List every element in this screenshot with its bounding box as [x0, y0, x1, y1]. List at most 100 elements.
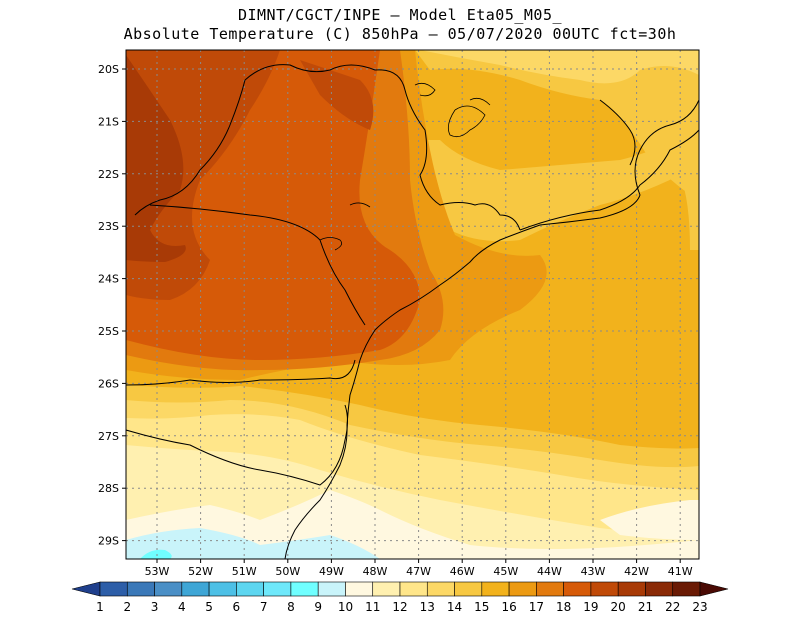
colorbar-label: 22: [665, 600, 680, 614]
colorbar-segment: [508, 581, 537, 597]
state-border-pr-sc: [125, 359, 356, 386]
colorbar-segment: [563, 581, 592, 597]
lat-label: 22S: [98, 168, 119, 181]
state-border-mg-sp: [244, 64, 521, 231]
latitude-labels: 20S 21S 22S 23S 24S 25S 26S 27S 28S 29S: [98, 63, 126, 548]
colorbar-segment: [317, 581, 346, 597]
colorbar-label: 3: [151, 600, 159, 614]
lon-label: 44W: [537, 565, 562, 578]
map-title-line2: Absolute Temperature (C) 850hPa – 05/07/…: [123, 25, 677, 43]
colorbar-label: 8: [287, 600, 295, 614]
reservoir-grande: [414, 82, 436, 97]
colorbar-label: 2: [123, 600, 131, 614]
colorbar-segment: [99, 581, 128, 597]
colorbar-label: 21: [638, 600, 653, 614]
reservoir-parana: [349, 202, 371, 208]
colorbar-label: 13: [420, 600, 435, 614]
state-border-mg-es: [599, 99, 636, 166]
lon-label: 47W: [406, 565, 431, 578]
lon-label: 48W: [363, 565, 388, 578]
colorbar-segment: [290, 581, 319, 597]
lat-label: 20S: [98, 63, 119, 76]
colorbar-label: 14: [447, 600, 462, 614]
lon-label: 49W: [319, 565, 344, 578]
field-band-14-north: [420, 50, 699, 84]
colorbar-label: 1: [96, 600, 104, 614]
lon-label: 53W: [145, 565, 170, 578]
reservoir-furnas: [447, 97, 491, 138]
field-band-10-south: [126, 528, 380, 559]
state-border-pr-sp: [149, 204, 366, 326]
map-title-line1: DIMNT/CGCT/INPE – Model Eta05_M05_: [237, 6, 563, 24]
lat-label: 27S: [98, 430, 119, 443]
lon-label: 51W: [232, 565, 257, 578]
coastline: [284, 99, 700, 560]
colorbar-segment: [672, 581, 701, 597]
colorbar-label: 16: [501, 600, 516, 614]
map-frame: [125, 49, 700, 560]
lon-label: 52W: [188, 565, 213, 578]
colorbar-label: 11: [365, 600, 380, 614]
colorbar-label: 9: [314, 600, 322, 614]
field-band-15-coast: [425, 130, 699, 250]
temperature-field: [126, 50, 699, 559]
lat-label: 23S: [98, 220, 119, 233]
colorbar-label: 15: [474, 600, 489, 614]
lon-label: 46W: [450, 565, 475, 578]
colorbar-label: 5: [205, 600, 213, 614]
colorbar-segment: [181, 581, 210, 597]
lon-label: 50W: [275, 565, 300, 578]
lat-label: 26S: [98, 377, 119, 390]
colorbar-segment: [154, 581, 183, 597]
field-band-11-east: [600, 500, 699, 540]
colorbar-segment: [263, 581, 292, 597]
lon-label: 43W: [581, 565, 606, 578]
lon-label: 42W: [624, 565, 649, 578]
colorbar-min-arrow: [71, 581, 101, 597]
colorbar-segment: [208, 581, 237, 597]
longitude-labels: 53W 52W 51W 50W 49W 48W 47W 46W 45W 44W 43W 42W 41W: [145, 559, 693, 578]
field-band-15-north: [415, 50, 699, 200]
colorbar-segment: [590, 581, 619, 597]
colorbar-max-arrow: [699, 581, 729, 597]
state-border-mg-rj: [519, 129, 700, 231]
colorbar-label: 17: [529, 600, 544, 614]
lat-label: 21S: [98, 115, 119, 128]
lat-label: 24S: [98, 273, 119, 286]
colorbar-label: 18: [556, 600, 571, 614]
colorbar-label: 20: [611, 600, 626, 614]
state-border-sc-rs: [125, 404, 348, 486]
colorbar-segment: [345, 581, 374, 597]
field-band-9-south: [140, 549, 172, 559]
political-boundaries: [125, 64, 700, 560]
colorbar-segment: [126, 581, 155, 597]
colorbar-label: 23: [692, 600, 707, 614]
reservoir-tiete: [319, 237, 343, 251]
colorbar-label: 19: [583, 600, 598, 614]
lon-label: 41W: [668, 565, 693, 578]
colorbar: 1 2 3 4 5 6 7 8 9 10 11 12 13 14 15 16 17 18 19 20 21 22 23: [71, 581, 729, 614]
colorbar-label: 12: [392, 600, 407, 614]
colorbar-segment: [454, 581, 483, 597]
colorbar-label: 7: [260, 600, 268, 614]
lon-label: 45W: [493, 565, 518, 578]
colorbar-segment: [399, 581, 428, 597]
state-border-ms-sp: [134, 79, 246, 216]
colorbar-segment: [617, 581, 646, 597]
colorbar-segment: [481, 581, 510, 597]
graticule: [126, 50, 699, 559]
lat-label: 29S: [98, 535, 119, 548]
colorbar-label: 6: [233, 600, 241, 614]
lat-label: 25S: [98, 325, 119, 338]
field-band-11-south: [126, 490, 699, 559]
colorbar-segment: [536, 581, 564, 597]
field-band-20-east-patch: [300, 60, 374, 130]
colorbar-segment: [236, 581, 264, 597]
lat-label: 28S: [98, 482, 119, 495]
colorbar-segment: [426, 581, 455, 597]
reservoirs: [319, 82, 491, 251]
colorbar-segment: [372, 581, 401, 597]
colorbar-label: 4: [178, 600, 186, 614]
colorbar-label: 10: [338, 600, 353, 614]
